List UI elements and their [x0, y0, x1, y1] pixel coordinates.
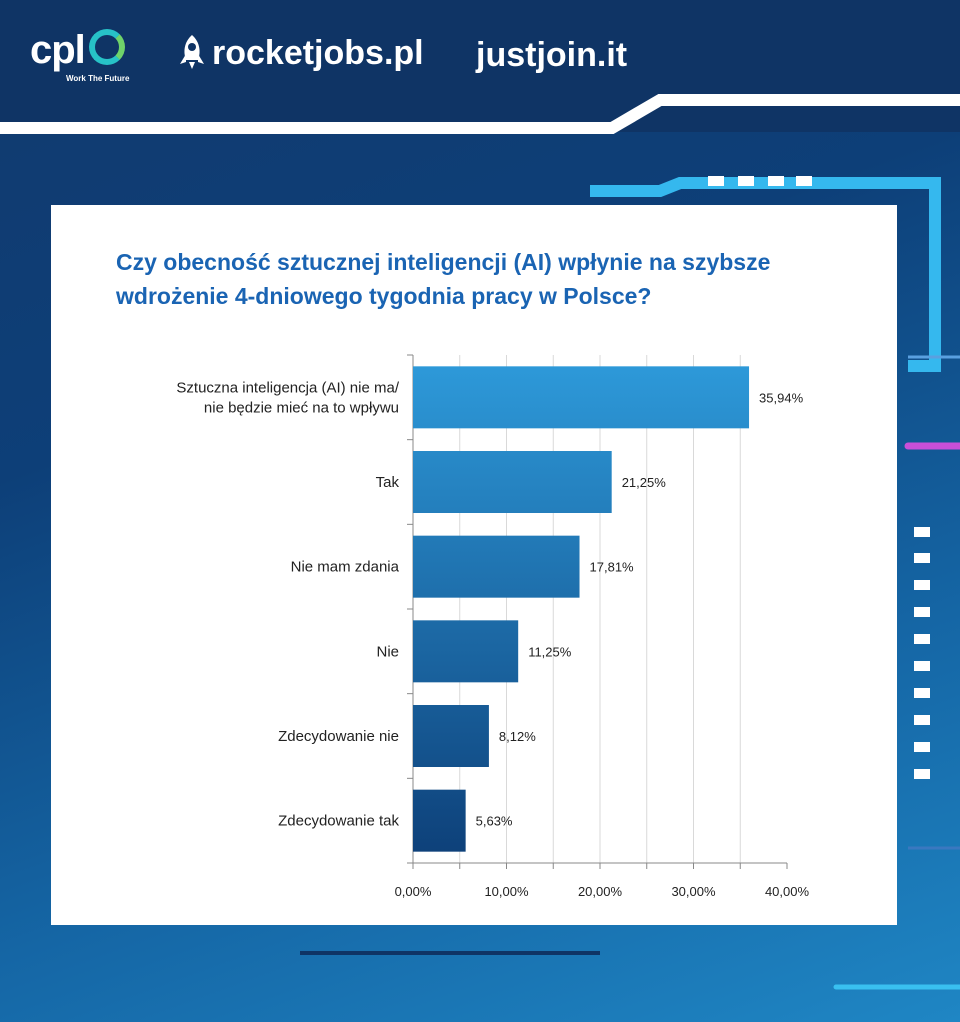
pixel-square — [796, 176, 812, 186]
category-label: Nie — [376, 643, 399, 660]
rocket-icon — [180, 35, 204, 69]
bar — [413, 366, 750, 429]
value-label: 17,81% — [590, 560, 635, 575]
bar — [413, 789, 466, 852]
value-label: 21,25% — [622, 475, 667, 490]
x-tick-label: 20,00% — [578, 884, 623, 899]
category-label-line: Zdecydowanie nie — [278, 728, 399, 745]
x-tick-label: 0,00% — [395, 884, 432, 899]
x-axis: 0,00% 10,00% 20,00% 30,00% 40,00% — [395, 884, 810, 899]
pixel-square — [914, 553, 930, 563]
pixel-square — [738, 176, 754, 186]
bar — [413, 451, 612, 513]
category-label: Zdecydowanie nie — [278, 728, 399, 745]
cpl-logo-text: cpl — [30, 28, 86, 72]
pixel-square — [914, 634, 930, 644]
pixel-square — [914, 580, 930, 590]
bars — [413, 366, 750, 852]
chart-title: Czy obecność sztucznej inteligencji (AI)… — [116, 249, 771, 309]
bar — [413, 705, 489, 767]
value-label: 8,12% — [499, 729, 536, 744]
bar — [413, 620, 519, 683]
pixel-square — [914, 769, 930, 779]
category-label-line: Tak — [376, 474, 400, 491]
pixel-square — [914, 661, 930, 671]
category-label-line: Zdecydowanie tak — [278, 813, 399, 830]
pixel-square — [914, 742, 930, 752]
pixel-square — [914, 688, 930, 698]
header-band — [0, 0, 960, 132]
rocketjobs-logo: rocketjobs.pl — [178, 34, 424, 73]
pixel-square — [914, 527, 930, 537]
category-label: Sztuczna inteligencja (AI) nie ma/nie bę… — [176, 379, 399, 416]
value-label: 5,63% — [476, 814, 513, 829]
rocketjobs-logo-text: rocketjobs.pl — [212, 34, 424, 72]
bar-chart: Sztuczna inteligencja (AI) nie ma/nie bę… — [176, 354, 810, 899]
pixel-square — [708, 176, 724, 186]
value-label: 11,25% — [528, 644, 572, 659]
category-label: Tak — [376, 474, 400, 491]
cpl-logo: cpl — [30, 28, 125, 73]
category-label-line: Sztuczna inteligencja (AI) nie ma/ — [176, 379, 399, 396]
x-tick-label: 40,00% — [765, 884, 810, 899]
category-label-line: Nie — [376, 643, 399, 660]
chart-card: Czy obecność sztucznej inteligencji (AI)… — [51, 205, 897, 925]
bar — [413, 535, 580, 598]
category-label: Nie mam zdania — [291, 559, 400, 576]
pixel-square — [914, 607, 930, 617]
cpl-ring-icon — [88, 29, 125, 65]
pixel-square — [768, 176, 784, 186]
category-labels: Sztuczna inteligencja (AI) nie ma/nie bę… — [176, 379, 399, 829]
category-label-line: Nie mam zdania — [291, 559, 400, 576]
value-label: 35,94% — [759, 390, 804, 405]
x-tick-label: 10,00% — [484, 884, 529, 899]
category-label: Zdecydowanie tak — [278, 813, 399, 830]
justjoin-logo: justjoin.it — [476, 36, 628, 74]
value-labels: 35,94% 21,25% 17,81% 11,25% 8,12% 5,63% — [476, 390, 804, 828]
pixel-square — [914, 715, 930, 725]
grid-lines — [407, 354, 788, 869]
cpl-tagline: Work The Future — [66, 74, 130, 83]
category-label-line: nie będzie mieć na to wpływu — [204, 399, 399, 416]
x-tick-label: 30,00% — [671, 884, 716, 899]
